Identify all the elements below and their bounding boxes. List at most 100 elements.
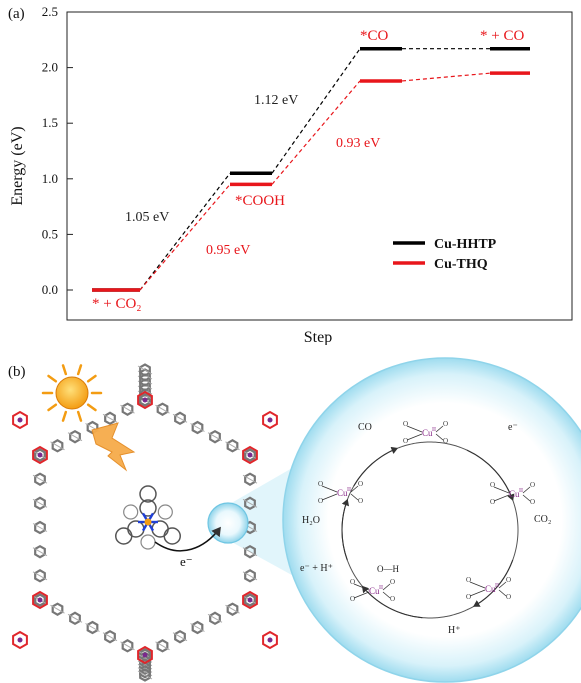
bond — [85, 623, 100, 632]
ligand-ring — [140, 534, 156, 550]
cu-bond — [522, 494, 531, 502]
connector-cu-thq-0 — [139, 183, 231, 291]
oxygen-label: O — [390, 578, 395, 586]
sun-icon — [41, 364, 103, 422]
cu-node — [142, 652, 148, 658]
oxygen-label: O — [490, 481, 495, 489]
cu-label: Cu — [369, 586, 380, 596]
linker-node — [32, 445, 48, 465]
cu-oxidation-state: II — [432, 427, 436, 433]
oxygen-label: O — [358, 497, 363, 505]
bond — [155, 641, 170, 651]
bond — [67, 613, 83, 623]
bond — [32, 450, 48, 460]
bond — [137, 650, 153, 660]
electron-transfer-arrow — [154, 526, 221, 552]
oxygen-label: O — [443, 420, 448, 428]
bond — [207, 613, 223, 623]
legend-label-thq: Cu-THQ — [434, 257, 488, 272]
bond — [225, 604, 240, 614]
bond — [242, 523, 258, 532]
y-tick-label: 2.0 — [42, 60, 58, 75]
cu-node — [267, 417, 273, 423]
ligand-ring — [127, 520, 145, 538]
cu-label: Cu — [509, 489, 520, 499]
cu-bond — [382, 583, 391, 591]
state-label-co-desorbed: * + CO — [480, 28, 524, 44]
cof-framework — [12, 363, 278, 682]
n-bond — [141, 521, 150, 532]
sun-ray — [47, 403, 58, 412]
legend-label-hhtp: Cu-HHTP — [434, 237, 497, 252]
oxygen-label: O — [466, 593, 471, 601]
cycle-arrow — [341, 498, 350, 561]
ligand-ring — [115, 527, 133, 545]
cycle-label-h2o: H₂O — [302, 515, 320, 526]
bond — [32, 474, 48, 484]
ring-unit — [121, 639, 134, 653]
bond — [172, 632, 188, 642]
ring-unit — [139, 648, 151, 662]
bond — [242, 595, 258, 605]
oxygen-label: O — [506, 576, 511, 584]
annotation-hhtp-step1: 1.05 eV — [125, 210, 169, 225]
ring-unit — [104, 411, 116, 426]
oxygen-label: O — [350, 595, 355, 603]
bond — [207, 432, 223, 442]
ring-unit — [209, 611, 221, 626]
bond — [137, 657, 153, 667]
ring-unit — [34, 544, 46, 559]
bond — [242, 450, 258, 460]
bond — [137, 663, 153, 673]
bond — [225, 441, 240, 451]
cu-oxidation-state: II — [495, 583, 499, 589]
cycle-label-co: CO — [358, 422, 372, 433]
bond — [32, 595, 48, 605]
cu-bond — [469, 589, 486, 597]
connector-cu-thq-2 — [401, 72, 491, 82]
cu-bond — [435, 433, 444, 441]
cu-node — [37, 597, 43, 603]
state-label-co-adsorbed: *CO — [360, 28, 389, 44]
ring-unit — [139, 393, 151, 407]
ring-unit — [139, 363, 151, 377]
cu-oxidation-state: II — [379, 585, 383, 591]
ring-unit — [244, 496, 256, 511]
bond — [32, 523, 48, 532]
ring-unit — [34, 448, 46, 462]
ring-unit — [139, 668, 151, 682]
ring-unit — [69, 611, 81, 626]
ring-unit — [244, 448, 256, 462]
bond — [120, 641, 135, 651]
cu-node — [17, 637, 23, 643]
cycle-label-h-plus: H⁺ — [448, 625, 461, 636]
cu-node — [247, 452, 253, 458]
cu-bond — [406, 433, 423, 441]
oxygen-label: O — [390, 595, 395, 603]
oxygen-label: O — [530, 481, 535, 489]
oxygen-label: O — [403, 420, 408, 428]
cycle-arrow — [473, 559, 514, 607]
connector-cu-thq-1 — [271, 80, 361, 185]
bond — [137, 365, 153, 375]
cu-bond — [522, 486, 531, 494]
bond — [242, 571, 258, 581]
cycle-label-e-h: e⁻ + H⁺ — [300, 563, 333, 574]
y-tick-label: 2.5 — [42, 4, 58, 19]
ring-unit — [244, 448, 256, 462]
y-tick-label: 0.0 — [42, 282, 58, 297]
metal-center — [144, 518, 152, 526]
bond — [32, 595, 48, 605]
bond — [50, 441, 65, 451]
n-bond — [141, 512, 150, 523]
cycle-arrow — [466, 449, 515, 501]
bond — [137, 650, 153, 660]
ring-unit — [51, 439, 64, 453]
zoom-source-bubble — [207, 502, 249, 544]
ring-unit — [139, 661, 151, 676]
ring-unit — [139, 368, 151, 382]
ligand-ring — [163, 527, 181, 545]
sun-ray — [47, 374, 58, 383]
ring-unit — [51, 602, 64, 616]
bond — [32, 547, 48, 557]
